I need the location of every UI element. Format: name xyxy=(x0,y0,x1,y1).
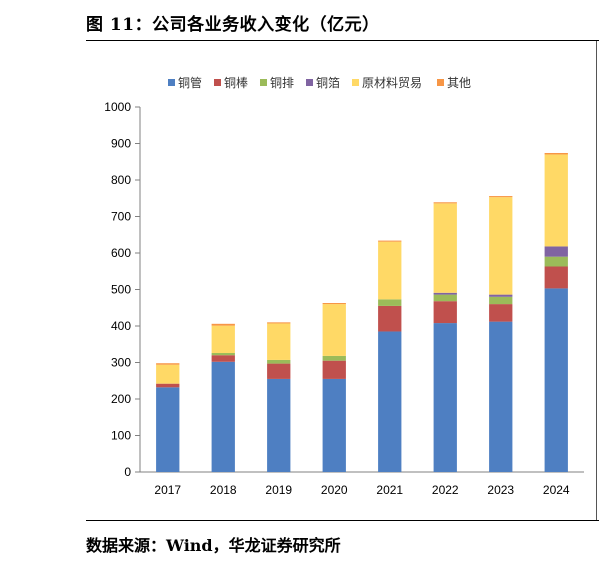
x-axis: 2017 2018 2019 2020 2021 2022 2023 2024 xyxy=(140,471,584,497)
x-tick-label: 2021 xyxy=(376,483,403,497)
bar-segment xyxy=(267,322,291,324)
legend: 铜管 铜棒 铜排 铜箔 原材料贸易 其他 xyxy=(168,75,471,90)
x-tick-label: 2017 xyxy=(154,483,181,497)
bar-segment xyxy=(156,387,180,472)
legend-label: 其他 xyxy=(447,76,471,90)
legend-label: 铜箔 xyxy=(316,75,340,90)
bar-segment xyxy=(322,378,346,472)
legend-swatch xyxy=(306,79,313,86)
y-tick-label: 0 xyxy=(124,465,131,479)
bar-segment xyxy=(489,321,513,472)
bar-segment xyxy=(433,294,457,302)
figure-title: 图 11：公司各业务收入变化（亿元） xyxy=(86,15,380,35)
bar-segment xyxy=(211,353,235,356)
bar-segment xyxy=(489,296,513,305)
legend-swatch xyxy=(437,79,444,86)
legend-label: 原材料贸易 xyxy=(362,76,422,90)
x-tick-label: 2023 xyxy=(487,483,514,497)
bar-segment xyxy=(544,154,568,247)
bar-segment xyxy=(156,364,180,384)
legend-swatch xyxy=(168,79,175,86)
bar-segment xyxy=(378,305,402,332)
bar-segment xyxy=(433,323,457,472)
source-rule xyxy=(86,520,599,521)
x-tick-label: 2022 xyxy=(432,483,459,497)
title-rule xyxy=(86,40,599,41)
y-tick-label: 1000 xyxy=(104,100,131,114)
legend-label: 铜管 xyxy=(178,75,202,90)
bar-segment xyxy=(322,360,346,379)
bar-segment xyxy=(267,378,291,472)
bar-segment xyxy=(433,202,457,204)
y-tick-label: 400 xyxy=(111,319,131,333)
y-tick-label: 600 xyxy=(111,246,131,260)
y-axis: 0 100 200 300 400 500 600 700 800 900 1000 xyxy=(104,100,141,479)
y-tick-label: 800 xyxy=(111,173,131,187)
bar-segment xyxy=(322,304,346,356)
x-tick-label: 2020 xyxy=(321,483,348,497)
y-tick-label: 700 xyxy=(111,210,131,224)
bar-segment xyxy=(156,363,180,365)
bars xyxy=(156,152,568,472)
legend-label: 铜棒 xyxy=(224,75,248,90)
bar-segment xyxy=(156,383,180,388)
bar-segment xyxy=(267,359,291,364)
bar-segment xyxy=(544,256,568,267)
x-tick-label: 2019 xyxy=(265,483,292,497)
y-tick-label: 100 xyxy=(111,429,131,443)
bar-segment xyxy=(211,355,235,362)
bar-segment xyxy=(544,288,568,472)
y-tick-label: 300 xyxy=(111,356,131,370)
bar-segment xyxy=(489,294,513,297)
bar-segment xyxy=(489,304,513,322)
bar-segment xyxy=(267,323,291,360)
legend-label: 铜排 xyxy=(270,75,294,90)
bar-segment xyxy=(322,303,346,305)
bar-segment xyxy=(378,331,402,472)
bar-segment xyxy=(211,323,235,326)
bar-segment xyxy=(433,292,457,295)
x-tick-label: 2018 xyxy=(210,483,237,497)
bar-segment xyxy=(544,246,568,257)
y-tick-label: 500 xyxy=(111,283,131,297)
bar-segment xyxy=(378,241,402,300)
bar-segment xyxy=(211,361,235,472)
x-tick-label: 2024 xyxy=(543,483,570,497)
figure-source: 数据来源：Wind，华龙证券研究所 xyxy=(86,536,341,555)
y-tick-label: 200 xyxy=(111,392,131,406)
y-tick-label: 900 xyxy=(111,137,131,151)
bar-segment xyxy=(489,196,513,198)
bar-segment xyxy=(433,301,457,324)
bar-segment xyxy=(378,299,402,306)
bar-segment xyxy=(433,203,457,293)
legend-swatch xyxy=(214,79,221,86)
frame-right-edge xyxy=(596,41,597,520)
bar-segment xyxy=(489,197,513,295)
legend-swatch xyxy=(260,79,267,86)
bar-segment xyxy=(211,325,235,354)
bar-segment xyxy=(544,266,568,289)
bar-segment xyxy=(267,363,291,379)
legend-swatch xyxy=(352,79,359,86)
bar-segment xyxy=(378,240,402,242)
bar-segment xyxy=(544,152,568,155)
bar-segment xyxy=(322,355,346,361)
